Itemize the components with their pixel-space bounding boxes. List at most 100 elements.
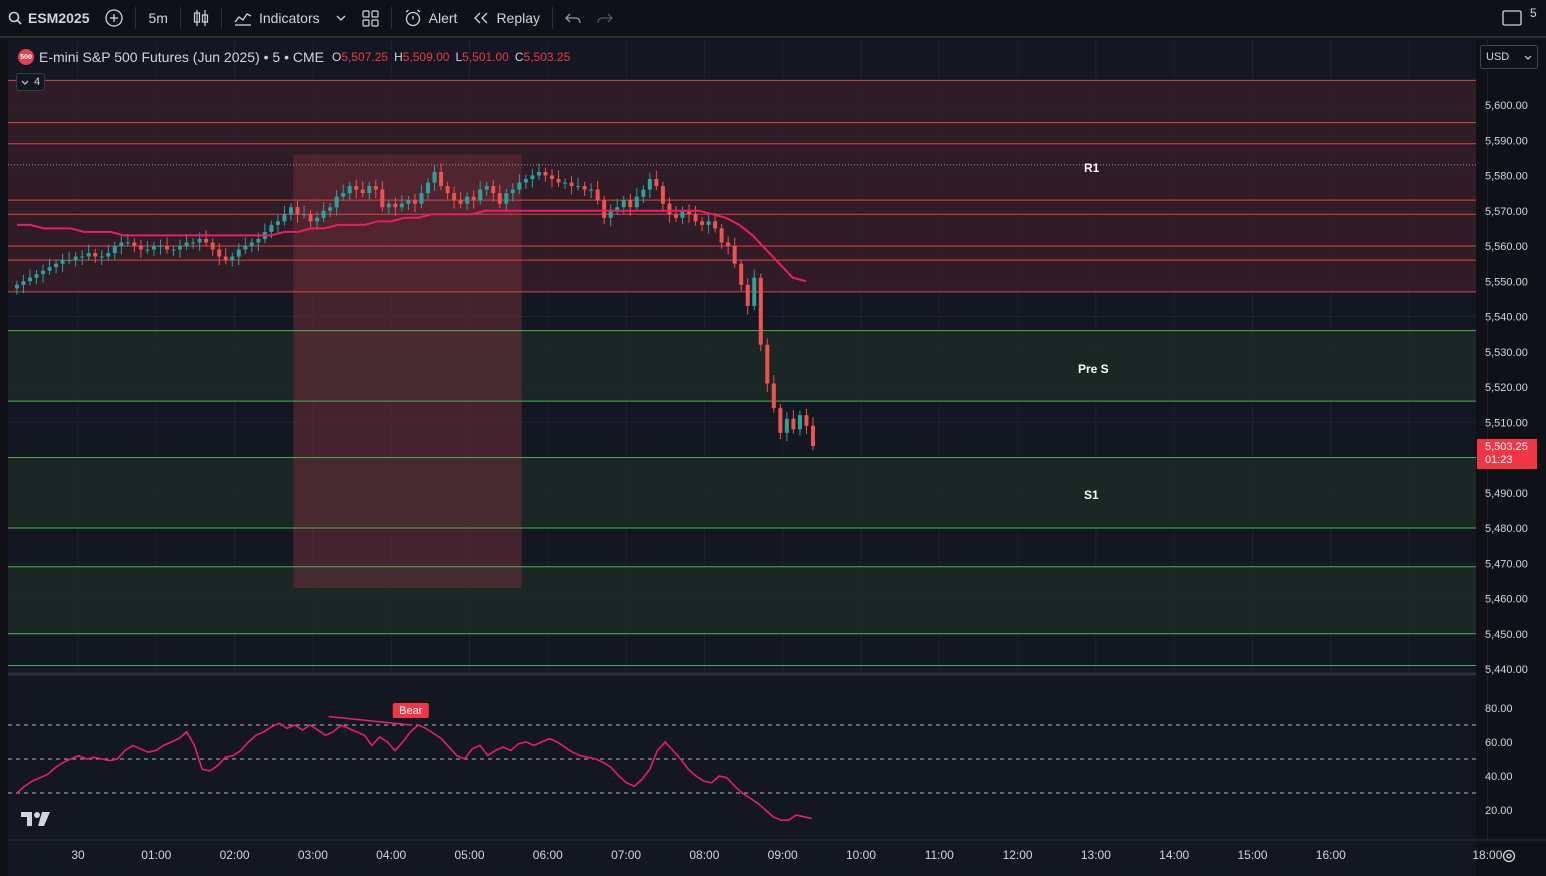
candle-body: [497, 193, 502, 204]
time-axis-label: 11:00: [925, 848, 954, 862]
currency-label: USD: [1486, 51, 1510, 63]
alert-button[interactable]: Alert: [396, 0, 466, 37]
candle-body: [406, 200, 411, 204]
layouts-button[interactable]: [354, 0, 387, 37]
time-axis-label: 04:00: [376, 848, 406, 862]
toolbar-divider: [390, 7, 392, 29]
candle-body: [419, 193, 424, 204]
candle-body: [93, 253, 98, 257]
candle-body: [660, 186, 665, 204]
chevron-down-icon: [336, 15, 346, 21]
candle-body: [106, 253, 111, 257]
price-axis-label: 5,460.00: [1485, 594, 1528, 606]
time-axis-label: 18:00: [1472, 848, 1502, 862]
candle-body: [536, 171, 541, 176]
candle-body: [602, 200, 607, 218]
candle-body: [628, 200, 633, 208]
toolbar-divider: [552, 7, 554, 29]
candle-body: [797, 415, 802, 430]
candle-body: [687, 210, 692, 215]
top-toolbar: ESM2025 5m Indicators Alert: [0, 0, 1546, 38]
rsi-line: [16, 722, 812, 822]
support-zone: [8, 330, 1476, 402]
candle-body: [399, 203, 404, 208]
rsi-axis-label: 80.00: [1485, 703, 1513, 715]
candle-body: [275, 221, 280, 225]
candle-body: [119, 242, 124, 246]
candle-body: [445, 186, 450, 194]
candle-body: [556, 179, 561, 183]
candle-body: [178, 246, 183, 250]
candle-body: [217, 249, 222, 257]
time-axis-label: 05:00: [454, 848, 484, 862]
zone-label-s1: S1: [1084, 488, 1099, 502]
tradingview-logo-icon[interactable]: [20, 810, 52, 833]
candle-body: [302, 214, 307, 216]
candle-body: [27, 277, 32, 282]
toolbar-divider: [135, 7, 137, 29]
candle-body: [765, 344, 770, 384]
candle-body: [295, 207, 300, 215]
candle-body: [504, 193, 509, 204]
candle-body: [380, 189, 385, 208]
candle-body: [67, 260, 72, 262]
time-axis-label: 12:00: [1003, 848, 1033, 862]
candle-body: [243, 246, 248, 250]
symbol-search-button[interactable]: ESM2025: [0, 0, 97, 37]
candle-body: [191, 242, 196, 244]
interval-button[interactable]: 5m: [140, 0, 175, 37]
candle-body: [347, 186, 352, 194]
time-axis-label: 16:00: [1316, 848, 1346, 862]
chevron-down-icon: [1524, 55, 1532, 60]
bar-countdown: 01:23: [1485, 454, 1513, 466]
candle-body: [595, 189, 600, 201]
candle-body: [478, 189, 483, 201]
indicators-dropdown-button[interactable]: [328, 0, 354, 37]
indicators-button[interactable]: Indicators: [226, 0, 328, 37]
candle-body: [752, 277, 757, 306]
alarm-clock-icon: [404, 9, 422, 27]
chart-type-button[interactable]: [185, 0, 217, 37]
symbol-label: ESM2025: [28, 10, 90, 26]
zone-label-pre-s: Pre S: [1078, 362, 1109, 376]
candle-body: [719, 228, 724, 243]
chart-canvas[interactable]: 5,600.00 5,590.00 5,580.00 5,570.00 5,560.00…: [8, 40, 1546, 876]
indicators-icon: [234, 10, 252, 26]
chart-settings-icon[interactable]: [1501, 848, 1517, 869]
candle-body: [706, 221, 711, 225]
price-axis-label: 5,540.00: [1485, 312, 1528, 324]
zone-label-r1: R1: [1084, 161, 1100, 175]
bear-signal-label: Bear: [399, 705, 423, 717]
candle-body: [804, 415, 809, 426]
grid-layout-icon: [362, 9, 379, 27]
candle-body: [256, 238, 261, 243]
candle-body: [576, 186, 581, 188]
last-price: 5,503.25: [1485, 441, 1528, 453]
candle-body: [367, 186, 372, 194]
alert-label: Alert: [428, 10, 458, 26]
candle-body: [739, 263, 744, 285]
resistance-zone: [8, 80, 1476, 292]
indicators-collapse-button[interactable]: 4: [16, 73, 46, 91]
fullscreen-button[interactable]: [1494, 0, 1530, 37]
undo-button[interactable]: [557, 0, 589, 37]
candle-body: [510, 189, 515, 194]
plus-circle-icon: [105, 9, 124, 27]
redo-button[interactable]: [589, 0, 621, 37]
moving-average-line: [16, 209, 807, 283]
compare-symbol-button[interactable]: [97, 0, 131, 37]
currency-select[interactable]: USD: [1480, 45, 1538, 69]
candle-body: [41, 270, 46, 275]
candle-body: [745, 284, 750, 306]
candle-body: [34, 274, 39, 278]
candle-body: [452, 193, 457, 201]
candle-body: [549, 175, 554, 180]
chart-area[interactable]: 5,600.00 5,590.00 5,580.00 5,570.00 5,560.00…: [8, 40, 1546, 876]
candle-body: [582, 186, 587, 190]
candle-body: [778, 408, 783, 433]
candle-body: [589, 189, 594, 191]
legend-open: O5,507.25: [332, 50, 389, 64]
candle-body: [523, 179, 528, 183]
candle-body: [308, 214, 313, 222]
replay-button[interactable]: Replay: [465, 0, 548, 37]
